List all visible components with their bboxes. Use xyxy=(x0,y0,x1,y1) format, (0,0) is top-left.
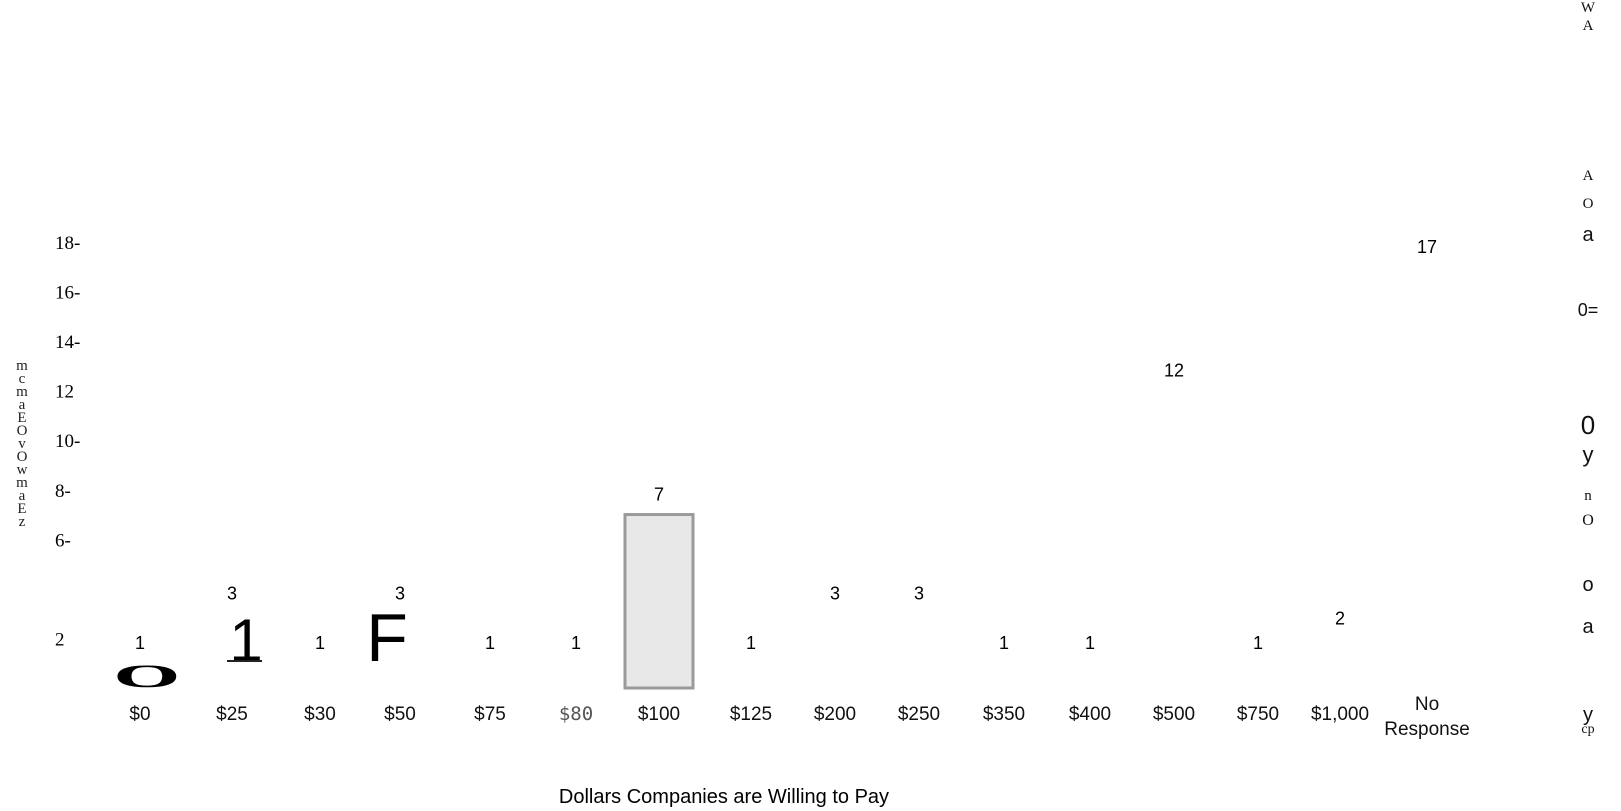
plot-glyph-ring-0: O xyxy=(113,659,180,695)
x-tick-0: $0 xyxy=(129,704,150,725)
x-tick-100: $100 xyxy=(638,704,680,725)
right-margin-glyph: y xyxy=(1582,442,1594,467)
x-tick-50: $50 xyxy=(384,704,416,725)
data-label-80: 1 xyxy=(571,633,581,653)
y-tick-6: 6- xyxy=(55,530,71,551)
x-tick-350: $350 xyxy=(983,704,1025,725)
left-axis-glyph: z xyxy=(18,514,26,530)
right-margin-glyph: 0 xyxy=(1580,410,1596,440)
data-label-1-000: 2 xyxy=(1335,608,1345,628)
data-label-125: 1 xyxy=(746,633,756,653)
right-margin-glyph: 0= xyxy=(1577,300,1599,320)
x-axis-label: Dollars Companies are Willing to Pay xyxy=(559,786,889,808)
data-label-no-response: 17 xyxy=(1417,237,1437,257)
x-tick-200: $200 xyxy=(814,704,856,725)
left-axis-glyph: O xyxy=(16,423,28,439)
data-label-750: 1 xyxy=(1253,633,1263,653)
left-axis-glyph: m xyxy=(16,384,28,400)
data-label-350: 1 xyxy=(999,633,1009,653)
x-tick-500: $500 xyxy=(1153,704,1195,725)
right-margin-glyph: a xyxy=(1582,616,1594,638)
x-tick-80: $80 xyxy=(559,703,593,725)
y-tick-12: 12 xyxy=(55,382,74,403)
plot-glyph-mark-25: 1 xyxy=(229,607,262,674)
data-label-50: 3 xyxy=(395,584,405,604)
y-tick-2: 2 xyxy=(55,629,65,650)
data-label-500: 12 xyxy=(1164,361,1184,381)
right-margin-glyph: y xyxy=(1583,704,1593,726)
right-margin-glyph: O xyxy=(1582,512,1594,529)
y-tick-10: 10- xyxy=(55,431,80,452)
x-tick-1-000: $1,000 xyxy=(1311,704,1369,725)
x-tick-75: $75 xyxy=(474,704,506,725)
y-tick-14: 14- xyxy=(55,332,80,353)
right-margin-glyph: W xyxy=(1580,0,1596,16)
x-tick-labels-layer: $0 $25 $30 $50 $75 $80 $100 $125 $200 $250 $350 $40… xyxy=(129,694,1469,740)
data-label-400: 1 xyxy=(1085,633,1095,653)
left-axis-glyph: a xyxy=(18,488,26,504)
right-margin-glyph: cp xyxy=(1581,722,1595,737)
left-axis-glyph: E xyxy=(17,501,27,517)
x-tick-30: $30 xyxy=(304,704,336,725)
left-axis-glyph: v xyxy=(18,436,26,452)
left-axis-glyph: O xyxy=(16,449,28,465)
right-margin-glyph: a xyxy=(1582,224,1594,246)
data-label-30: 1 xyxy=(315,633,325,653)
data-label-75: 1 xyxy=(485,633,495,653)
y-tick-8: 8- xyxy=(55,481,71,502)
data-label-25: 3 xyxy=(227,584,237,604)
x-tick-750: $750 xyxy=(1237,704,1279,725)
data-label-200: 3 xyxy=(830,584,840,604)
right-margin-glyph: n xyxy=(1584,488,1592,504)
x-tick-250: $250 xyxy=(898,704,940,725)
right-margin-glyph: o xyxy=(1582,574,1594,596)
left-axis-glyph: m xyxy=(16,475,28,491)
left-axis-glyph: c xyxy=(18,371,26,387)
right-margin-glyph: O xyxy=(1582,196,1594,212)
left-axis-glyph: w xyxy=(16,462,28,478)
right-margin-glyph: A xyxy=(1582,168,1594,184)
y-tick-16: 16- xyxy=(55,283,80,304)
right-margin-glyph: A xyxy=(1582,18,1594,34)
data-label-100: 7 xyxy=(654,485,664,505)
x-tick-125: $125 xyxy=(730,704,772,725)
data-label-0: 1 xyxy=(135,633,145,653)
bar-100 xyxy=(623,513,695,690)
left-axis-glyph: a xyxy=(18,397,26,413)
x-tick-25: $25 xyxy=(216,704,248,725)
x-tick-no-response: No Response xyxy=(1384,694,1470,740)
x-tick-400: $400 xyxy=(1069,704,1111,725)
bars-layer xyxy=(623,513,695,690)
y-tick-18: 18- xyxy=(55,233,80,254)
plot-glyphs-layer: O 1 F xyxy=(113,600,407,694)
data-label-250: 3 xyxy=(914,584,924,604)
left-axis-glyph: m xyxy=(16,358,28,374)
plot-glyph-mark-50: F xyxy=(366,600,408,676)
y-tick-labels-layer: 2 6- 8- 10- 12 14- 16- 18- xyxy=(55,233,80,650)
left-axis-glyph: E xyxy=(17,410,27,426)
